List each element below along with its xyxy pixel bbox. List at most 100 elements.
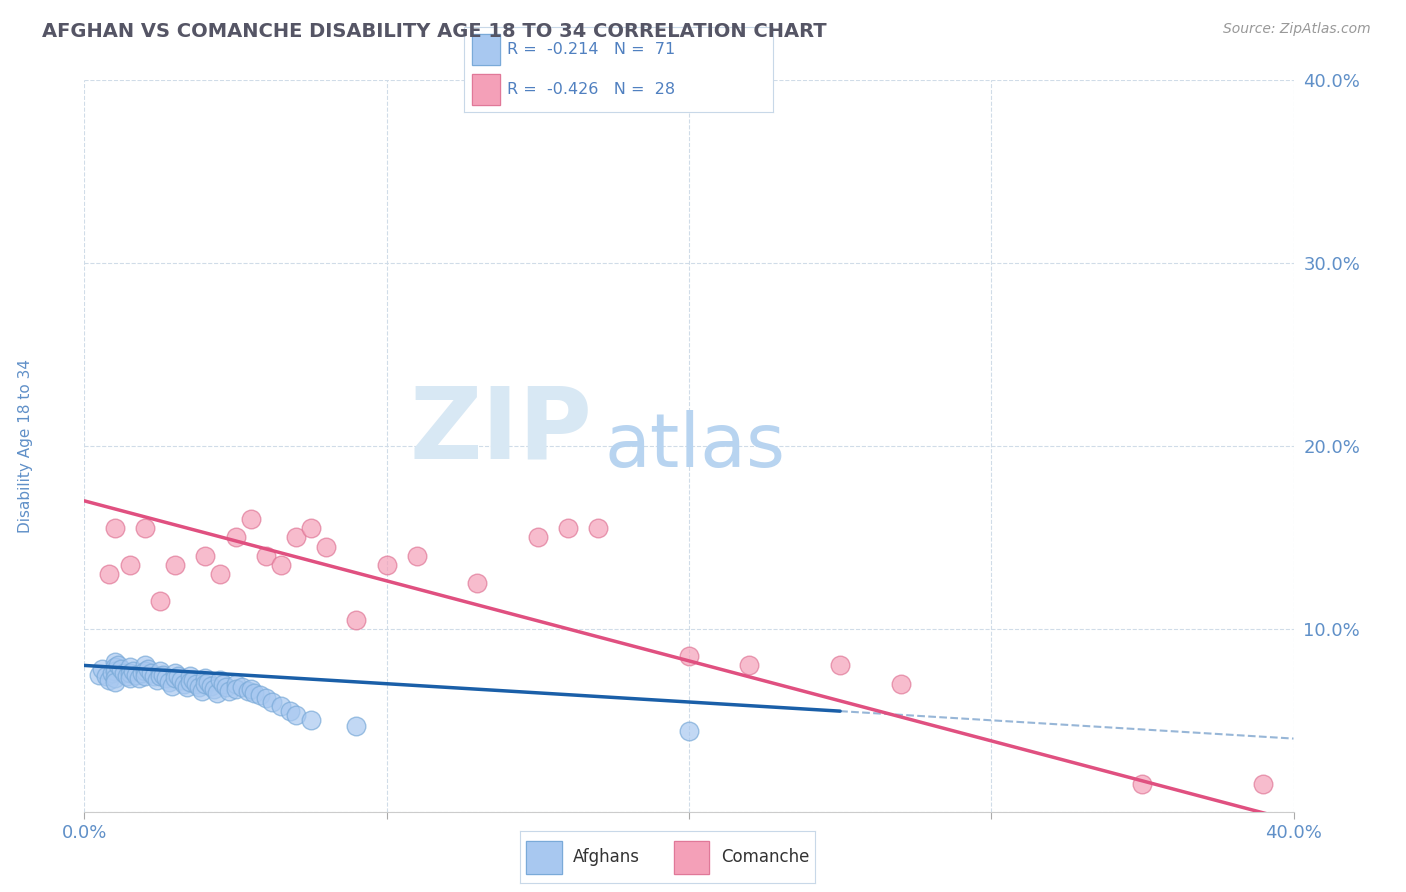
Point [207, 686, 229, 700]
Point [526, 530, 548, 544]
Point [115, 669, 138, 683]
Point [131, 665, 153, 680]
Point [121, 664, 143, 678]
Point [299, 714, 322, 728]
Point [830, 658, 852, 673]
Point [104, 655, 127, 669]
Point [104, 664, 127, 678]
Point [118, 665, 141, 680]
Point [160, 679, 183, 693]
Point [209, 673, 232, 687]
Point [179, 674, 201, 689]
Point [142, 669, 165, 683]
Point [254, 549, 277, 563]
Point [278, 704, 301, 718]
Point [231, 681, 253, 695]
Point [346, 613, 368, 627]
Bar [673, 840, 709, 874]
Point [128, 671, 150, 685]
Point [170, 673, 193, 687]
Point [249, 688, 271, 702]
Text: AFGHAN VS COMANCHE DISABILITY AGE 18 TO 34 CORRELATION CHART: AFGHAN VS COMANCHE DISABILITY AGE 18 TO … [42, 22, 827, 41]
Point [194, 549, 217, 563]
Point [149, 594, 172, 608]
Bar [673, 840, 709, 874]
Point [94, 669, 117, 683]
Point [260, 695, 283, 709]
Text: Disability Age 18 to 34: Disability Age 18 to 34 [18, 359, 32, 533]
Point [218, 684, 240, 698]
Text: R =  -0.214   N =  71: R = -0.214 N = 71 [508, 42, 675, 57]
Point [225, 676, 247, 690]
Point [163, 558, 186, 572]
Point [270, 558, 292, 572]
Point [110, 662, 132, 676]
Point [157, 674, 180, 689]
Bar [472, 74, 499, 104]
Point [202, 682, 225, 697]
Point [215, 681, 238, 695]
Point [97, 567, 120, 582]
Text: atlas: atlas [605, 409, 786, 483]
Point [242, 686, 264, 700]
Point [173, 676, 195, 690]
Text: ZIP: ZIP [409, 383, 592, 480]
Point [167, 669, 190, 683]
Text: Comanche: Comanche [721, 848, 810, 866]
Point [1251, 777, 1274, 791]
Point [163, 665, 186, 680]
Point [104, 674, 127, 689]
Point [181, 673, 204, 687]
Point [97, 673, 120, 687]
Point [104, 671, 127, 685]
Point [176, 681, 198, 695]
Bar [472, 35, 499, 65]
Point [315, 540, 337, 554]
Point [146, 673, 169, 687]
Point [890, 676, 912, 690]
Point [125, 667, 148, 681]
Point [89, 667, 111, 681]
Point [284, 530, 308, 544]
Point [1130, 777, 1153, 791]
Point [118, 671, 141, 685]
Point [139, 665, 162, 680]
Point [149, 669, 172, 683]
Bar [526, 840, 561, 874]
Point [134, 664, 156, 678]
Point [149, 664, 172, 678]
Point [104, 660, 127, 674]
Point [200, 679, 222, 693]
Point [118, 660, 141, 674]
Point [134, 669, 156, 683]
Point [136, 662, 159, 676]
Point [225, 530, 247, 544]
Point [194, 671, 217, 685]
Point [212, 676, 235, 690]
Point [209, 567, 232, 582]
Point [254, 691, 277, 706]
Text: Afghans: Afghans [574, 848, 640, 866]
Point [270, 698, 292, 713]
Point [118, 558, 141, 572]
Point [191, 684, 214, 698]
Point [104, 521, 127, 535]
Point [152, 667, 174, 681]
Point [346, 719, 368, 733]
Point [197, 674, 219, 689]
Point [588, 521, 610, 535]
Point [186, 676, 208, 690]
Bar [526, 840, 561, 874]
Point [678, 724, 700, 739]
Point [284, 707, 308, 722]
Point [299, 521, 322, 535]
Point [179, 669, 201, 683]
Point [100, 665, 122, 680]
Point [155, 671, 177, 685]
Point [738, 658, 761, 673]
Point [225, 682, 247, 697]
Text: Source: ZipAtlas.com: Source: ZipAtlas.com [1223, 22, 1371, 37]
Point [163, 671, 186, 685]
Text: R =  -0.426   N =  28: R = -0.426 N = 28 [508, 82, 675, 97]
Point [236, 684, 259, 698]
